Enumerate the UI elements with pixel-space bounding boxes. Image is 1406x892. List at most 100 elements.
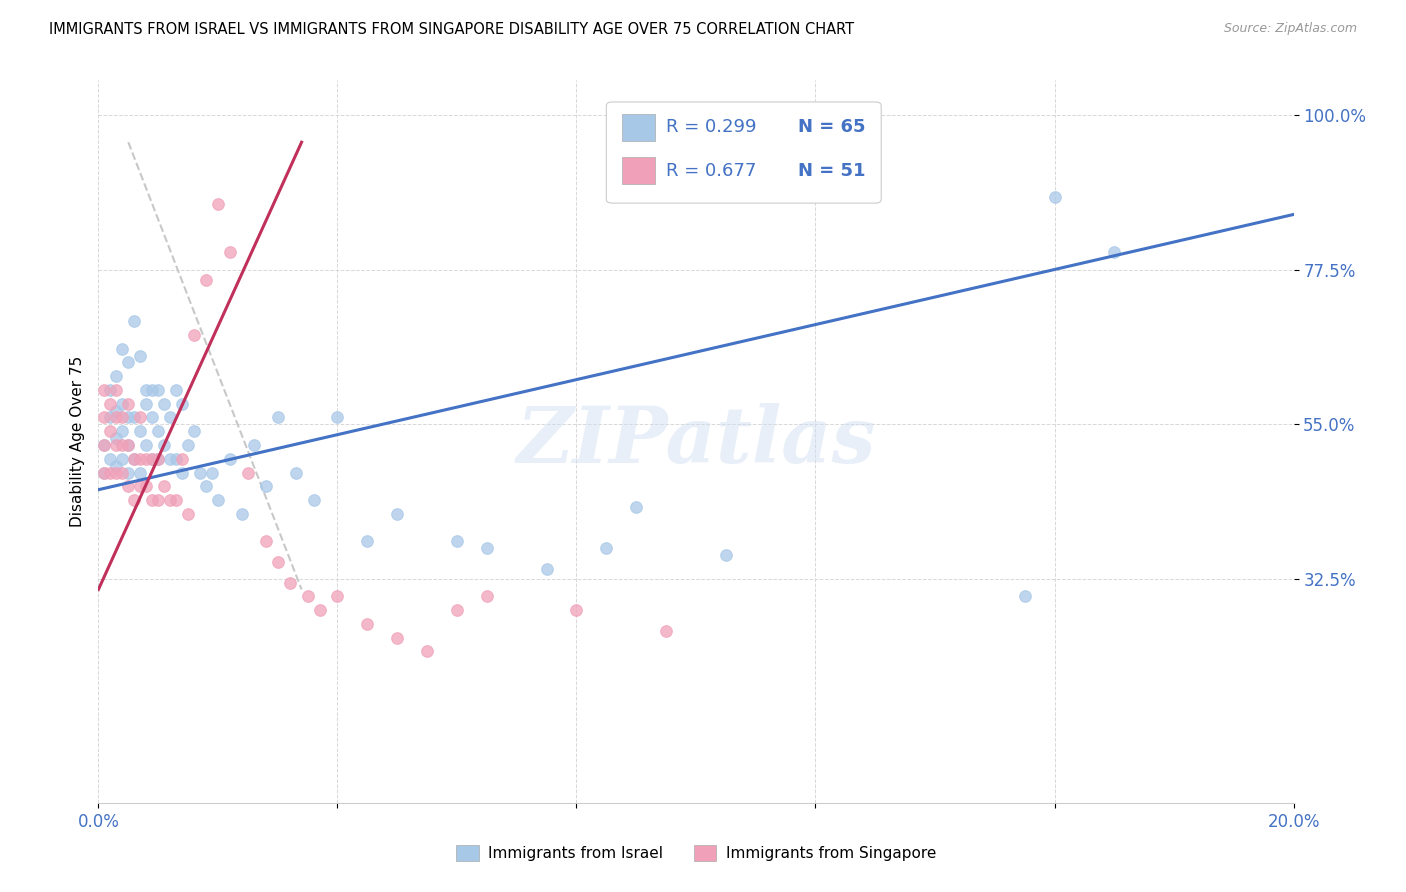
Point	[117, 355, 139, 369]
Point	[124, 451, 146, 466]
Point	[98, 424, 122, 438]
Point	[111, 438, 134, 452]
Point	[1014, 590, 1036, 604]
Point	[177, 438, 200, 452]
Point	[105, 383, 128, 397]
Y-axis label: Disability Age Over 75: Disability Age Over 75	[69, 356, 84, 527]
Point	[236, 466, 259, 480]
Point	[201, 466, 224, 480]
Text: Source: ZipAtlas.com: Source: ZipAtlas.com	[1223, 22, 1357, 36]
Text: N = 51: N = 51	[797, 161, 865, 179]
Point	[148, 451, 170, 466]
Point	[117, 466, 139, 480]
Text: R = 0.299: R = 0.299	[666, 119, 756, 136]
Point	[655, 624, 678, 638]
FancyBboxPatch shape	[621, 113, 655, 141]
FancyBboxPatch shape	[606, 102, 882, 203]
Point	[117, 410, 139, 425]
Point	[475, 541, 498, 556]
Point	[93, 410, 115, 425]
Point	[117, 397, 139, 411]
Point	[219, 245, 242, 260]
Point	[129, 349, 152, 363]
Point	[98, 451, 122, 466]
Point	[159, 493, 181, 508]
Text: R = 0.677: R = 0.677	[666, 161, 756, 179]
Point	[153, 479, 176, 493]
Point	[105, 403, 128, 417]
Point	[105, 410, 128, 425]
Point	[117, 438, 139, 452]
Point	[254, 534, 277, 549]
Point	[141, 493, 163, 508]
Point	[93, 466, 115, 480]
Point	[98, 410, 122, 425]
Point	[105, 458, 128, 473]
Point	[356, 616, 378, 631]
Point	[135, 397, 157, 411]
Point	[1104, 245, 1126, 260]
Point	[326, 410, 349, 425]
Point	[165, 451, 187, 466]
Point	[105, 431, 128, 445]
Point	[93, 383, 115, 397]
Point	[141, 410, 163, 425]
Point	[148, 493, 170, 508]
Point	[219, 451, 242, 466]
Point	[111, 451, 134, 466]
Point	[135, 451, 157, 466]
Point	[626, 500, 648, 514]
Point	[135, 438, 157, 452]
Point	[595, 541, 617, 556]
Point	[124, 493, 146, 508]
Point	[98, 466, 122, 480]
Point	[165, 493, 187, 508]
Point	[385, 631, 409, 645]
Point	[254, 479, 277, 493]
Text: ZIPatlas: ZIPatlas	[516, 403, 876, 480]
Point	[124, 451, 146, 466]
Point	[195, 273, 218, 287]
Point	[135, 479, 157, 493]
Point	[446, 603, 468, 617]
Point	[183, 424, 205, 438]
Point	[124, 314, 146, 328]
Point	[141, 451, 163, 466]
Point	[326, 590, 349, 604]
Point	[129, 479, 152, 493]
Point	[243, 438, 266, 452]
Point	[446, 534, 468, 549]
Point	[356, 534, 378, 549]
Point	[129, 451, 152, 466]
Point	[153, 438, 176, 452]
Point	[165, 383, 187, 397]
Point	[172, 397, 194, 411]
Point	[117, 479, 139, 493]
Text: N = 65: N = 65	[797, 119, 865, 136]
Point	[278, 575, 301, 590]
Point	[1043, 190, 1066, 204]
Point	[105, 466, 128, 480]
Point	[153, 397, 176, 411]
Point	[111, 342, 134, 356]
Point	[207, 197, 229, 211]
Point	[148, 424, 170, 438]
Point	[416, 644, 439, 658]
Point	[98, 383, 122, 397]
Point	[93, 466, 115, 480]
Point	[188, 466, 211, 480]
Point	[267, 410, 290, 425]
Point	[124, 410, 146, 425]
Point	[284, 466, 307, 480]
Point	[714, 548, 737, 562]
Point	[93, 438, 115, 452]
Point	[105, 438, 128, 452]
Point	[385, 507, 409, 521]
Point	[159, 451, 181, 466]
Point	[195, 479, 218, 493]
Point	[159, 410, 181, 425]
Point	[93, 438, 115, 452]
Point	[475, 590, 498, 604]
Point	[231, 507, 253, 521]
Point	[129, 410, 152, 425]
